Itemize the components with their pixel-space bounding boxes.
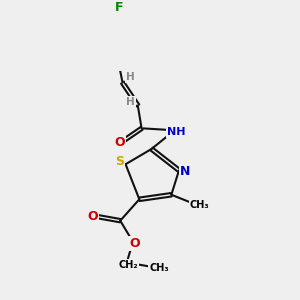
Text: O: O	[88, 210, 98, 224]
Text: H: H	[126, 71, 134, 82]
Text: O: O	[114, 136, 125, 148]
Text: S: S	[115, 155, 124, 168]
Text: H: H	[126, 97, 134, 107]
Text: CH₃: CH₃	[190, 200, 209, 210]
Text: F: F	[115, 1, 123, 13]
Text: N: N	[180, 165, 190, 178]
Text: O: O	[129, 237, 140, 250]
Text: CH₂: CH₂	[118, 260, 138, 270]
Text: NH: NH	[167, 127, 186, 137]
Text: CH₃: CH₃	[149, 263, 169, 273]
